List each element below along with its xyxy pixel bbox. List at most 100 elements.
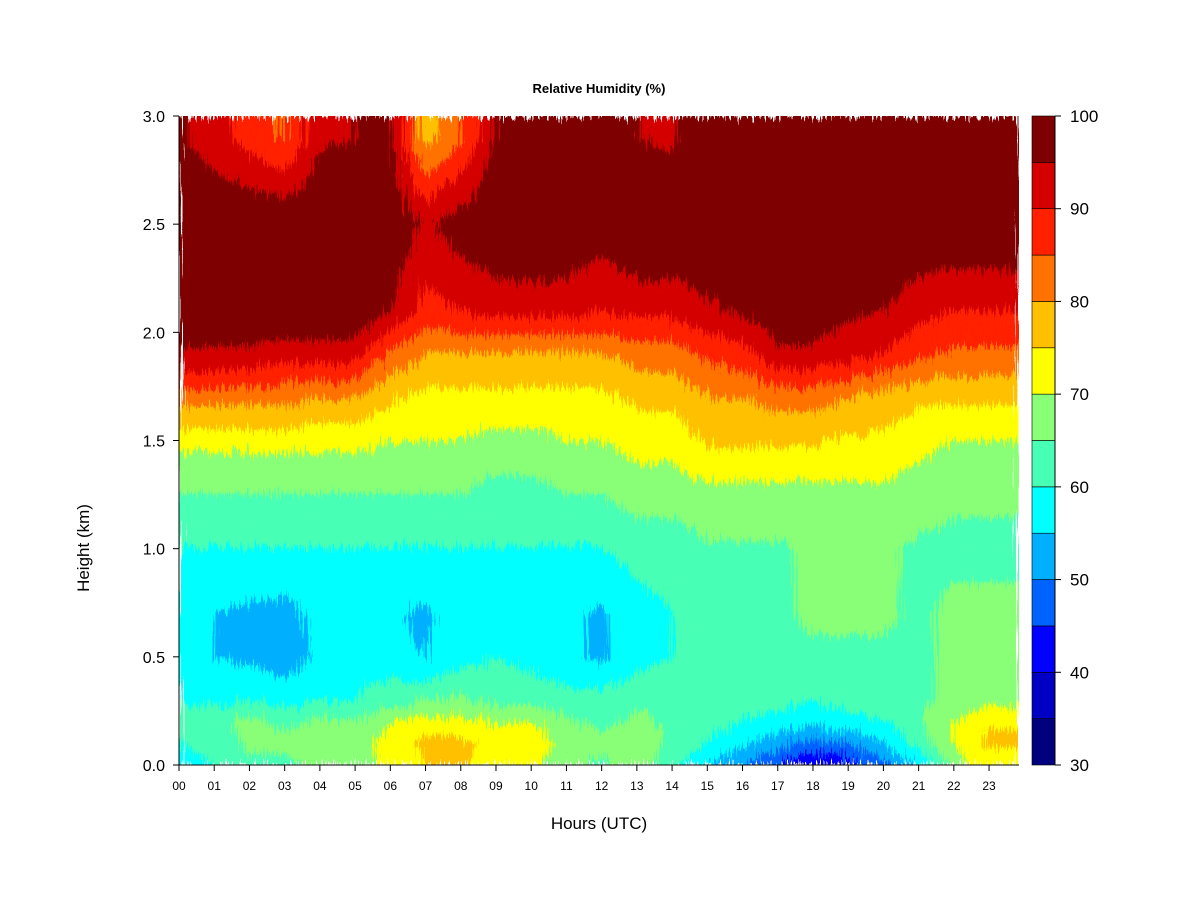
heatmap-cell xyxy=(724,640,729,648)
heatmap-cell xyxy=(539,693,544,701)
heatmap-cell xyxy=(563,640,568,648)
heatmap-cell xyxy=(990,735,995,742)
heatmap-cell xyxy=(735,717,740,724)
heatmap-cell xyxy=(917,682,922,689)
heatmap-cell xyxy=(567,741,572,748)
heatmap-cell xyxy=(325,640,330,648)
heatmap-cell xyxy=(395,723,400,730)
heatmap-cell xyxy=(434,652,439,660)
heatmap-cell xyxy=(595,735,600,742)
heatmap-cell xyxy=(948,693,953,701)
heatmap-cell xyxy=(983,664,988,671)
heatmap-cell xyxy=(329,646,334,654)
heatmap-cell xyxy=(700,693,705,701)
heatmap-cell xyxy=(199,646,204,654)
heatmap-cell xyxy=(693,688,698,695)
heatmap-cell xyxy=(255,658,260,665)
heatmap-cell xyxy=(854,699,859,707)
heatmap-cell xyxy=(546,658,551,665)
heatmap-cell xyxy=(276,658,281,665)
heatmap-cell xyxy=(612,664,617,671)
heatmap-cell xyxy=(759,693,764,701)
heatmap-cell xyxy=(318,747,323,754)
heatmap-cell xyxy=(654,693,659,701)
heatmap-cell xyxy=(353,729,358,736)
heatmap-cell xyxy=(392,741,397,748)
heatmap-cell xyxy=(703,699,708,707)
heatmap-cell xyxy=(700,747,705,754)
heatmap-cell xyxy=(906,717,911,724)
heatmap-cell xyxy=(903,693,908,701)
heatmap-cell xyxy=(444,752,449,760)
heatmap-cell xyxy=(609,640,614,648)
heatmap-cell xyxy=(262,735,267,742)
heatmap-cell xyxy=(609,747,614,754)
heatmap-cell xyxy=(696,646,701,654)
heatmap-cell xyxy=(311,658,316,665)
heatmap-cell xyxy=(462,688,467,695)
heatmap-cell xyxy=(913,658,918,665)
heatmap-cell xyxy=(434,658,439,665)
heatmap-cell xyxy=(598,688,603,695)
heatmap-cell xyxy=(532,705,537,713)
heatmap-cell xyxy=(294,711,299,719)
heatmap-cell xyxy=(714,735,719,742)
heatmap-cell xyxy=(847,735,852,742)
heatmap-cell xyxy=(185,670,190,677)
heatmap-cell xyxy=(563,752,568,760)
heatmap-cell xyxy=(332,735,337,742)
heatmap-cell xyxy=(353,747,358,754)
heatmap-cell xyxy=(297,676,302,683)
heatmap-cell xyxy=(672,670,677,677)
heatmap-cell xyxy=(994,652,999,660)
heatmap-cell xyxy=(875,752,880,760)
heatmap-cell xyxy=(626,652,631,660)
heatmap-cell xyxy=(357,729,362,736)
heatmap-cell xyxy=(864,747,869,754)
heatmap-cell xyxy=(486,693,491,701)
heatmap-cell xyxy=(448,664,453,671)
heatmap-cell xyxy=(1011,705,1016,713)
heatmap-cell xyxy=(812,670,817,677)
heatmap-cell xyxy=(206,758,211,765)
heatmap-cell xyxy=(189,735,194,742)
heatmap-cell xyxy=(644,717,649,724)
heatmap-cell xyxy=(378,699,383,707)
heatmap-cell xyxy=(273,682,278,689)
heatmap-cell xyxy=(420,682,425,689)
heatmap-cell xyxy=(654,723,659,730)
heatmap-cell xyxy=(766,717,771,724)
heatmap-cell xyxy=(787,729,792,736)
heatmap-cell xyxy=(346,676,351,683)
heatmap-cell xyxy=(707,741,712,748)
heatmap-cell xyxy=(406,752,411,760)
heatmap-cell xyxy=(997,676,1002,683)
heatmap-cell xyxy=(301,729,306,736)
heatmap-cell xyxy=(241,729,246,736)
heatmap-cell xyxy=(213,747,218,754)
heatmap-cell xyxy=(801,664,806,671)
heatmap-cell xyxy=(227,670,232,677)
heatmap-cell xyxy=(455,758,460,765)
heatmap-cell xyxy=(392,729,397,736)
heatmap-cell xyxy=(920,747,925,754)
heatmap-cell xyxy=(196,717,201,724)
heatmap-cell xyxy=(651,741,656,748)
heatmap-cell xyxy=(185,723,190,730)
heatmap-cell xyxy=(179,670,183,677)
heatmap-cell xyxy=(507,729,512,736)
heatmap-cell xyxy=(556,735,561,742)
heatmap-cell xyxy=(658,676,663,683)
heatmap-cell xyxy=(780,711,785,719)
heatmap-cell xyxy=(224,676,229,683)
heatmap-cell xyxy=(1011,723,1016,730)
heatmap-cell xyxy=(388,688,393,695)
heatmap-cell xyxy=(847,682,852,689)
heatmap-cell xyxy=(574,693,579,701)
heatmap-cell xyxy=(311,747,316,754)
heatmap-cell xyxy=(1015,699,1019,707)
heatmap-cell xyxy=(367,729,372,736)
heatmap-cell xyxy=(304,717,309,724)
heatmap-cell xyxy=(658,729,663,736)
heatmap-cell xyxy=(903,646,908,654)
